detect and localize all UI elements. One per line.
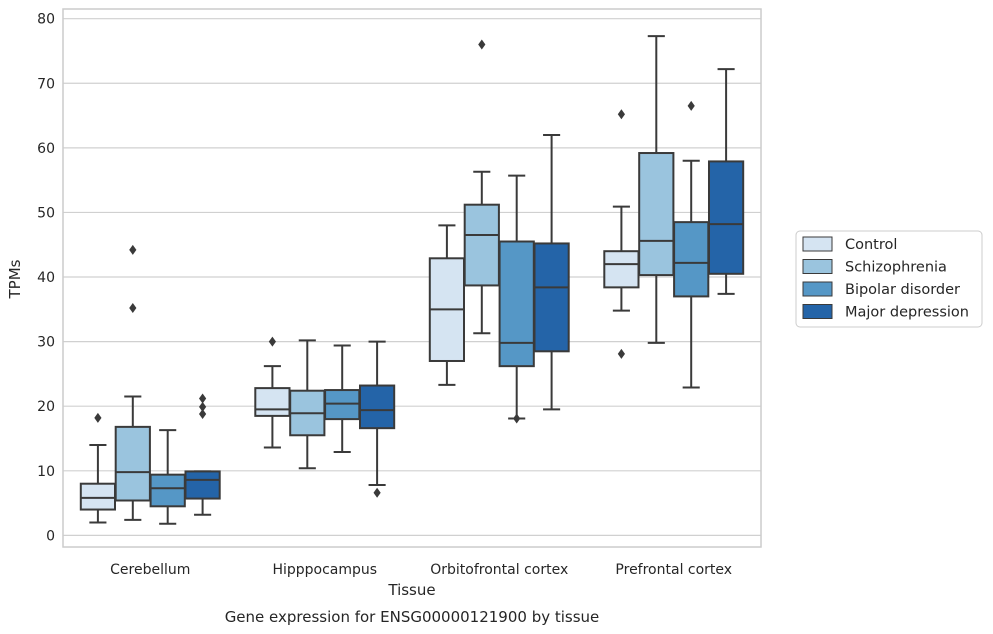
legend-swatch [802,281,833,297]
box-iqr [358,384,396,430]
legend-label: Schizophrenia [845,260,947,276]
outlier-point [199,393,207,404]
outlier-point [513,413,521,424]
y-tick-label: 0 [46,528,55,544]
outlier-point [129,244,137,255]
legend-swatch [802,304,833,319]
x-tick-label: Cerebellum [110,562,190,578]
box-iqr [603,250,640,289]
outlier-point [373,487,381,498]
legend-label: Major depression [845,305,969,321]
x-tick-label: Hipppocampus [272,562,377,578]
y-axis-ticks: 0 10 20 30 40 50 60 70 80 [37,12,55,545]
boxes [79,35,745,525]
outlier-point [129,303,137,314]
box-iqr [79,482,117,511]
outlier-point [617,109,625,120]
box-iqr [638,152,675,277]
x-axis-ticks: Cerebellum Hipppocampus Orbitofrontal cort… [110,562,732,578]
y-tick-label: 80 [37,12,55,28]
outlier-point [687,100,695,111]
box-iqr [114,425,151,502]
figure-caption: Gene expression for ENSG00000121900 by t… [225,608,600,626]
x-tick-label: Prefrontal cortex [615,562,732,578]
box-iqr [184,470,221,500]
box-iqr [673,221,710,298]
legend-swatch [802,236,833,252]
y-tick-label: 60 [37,141,55,157]
outlier-point [478,39,486,50]
gridlines [63,18,761,536]
outlier-point [617,348,625,359]
outlier-point [268,336,276,347]
y-tick-label: 50 [37,205,55,221]
x-tick-label: Orbitofrontal cortex [430,562,568,578]
y-tick-label: 40 [37,270,55,286]
legend-label: Control [845,237,897,253]
y-tick-label: 30 [37,335,55,351]
plot-area-frame [62,8,762,548]
y-tick-label: 20 [37,399,55,415]
box-iqr [463,203,500,287]
legend: Control Schizophrenia Bipolar disorder Majo… [795,230,983,328]
y-tick-label: 10 [37,464,55,480]
box-iqr [533,242,570,353]
legend-swatch [802,259,833,274]
box-iqr [707,160,745,275]
legend-label: Bipolar disorder [845,282,960,298]
outlier-point [199,408,207,419]
x-axis-label: Tissue [387,581,435,599]
y-tick-label: 70 [37,76,55,92]
box-iqr [498,240,535,368]
outlier-point [94,412,102,423]
box-iqr [254,387,291,417]
y-axis-label: TPMs [6,259,24,299]
outlier-point [199,401,207,412]
box-iqr [149,473,186,508]
legend-frame [795,230,983,328]
